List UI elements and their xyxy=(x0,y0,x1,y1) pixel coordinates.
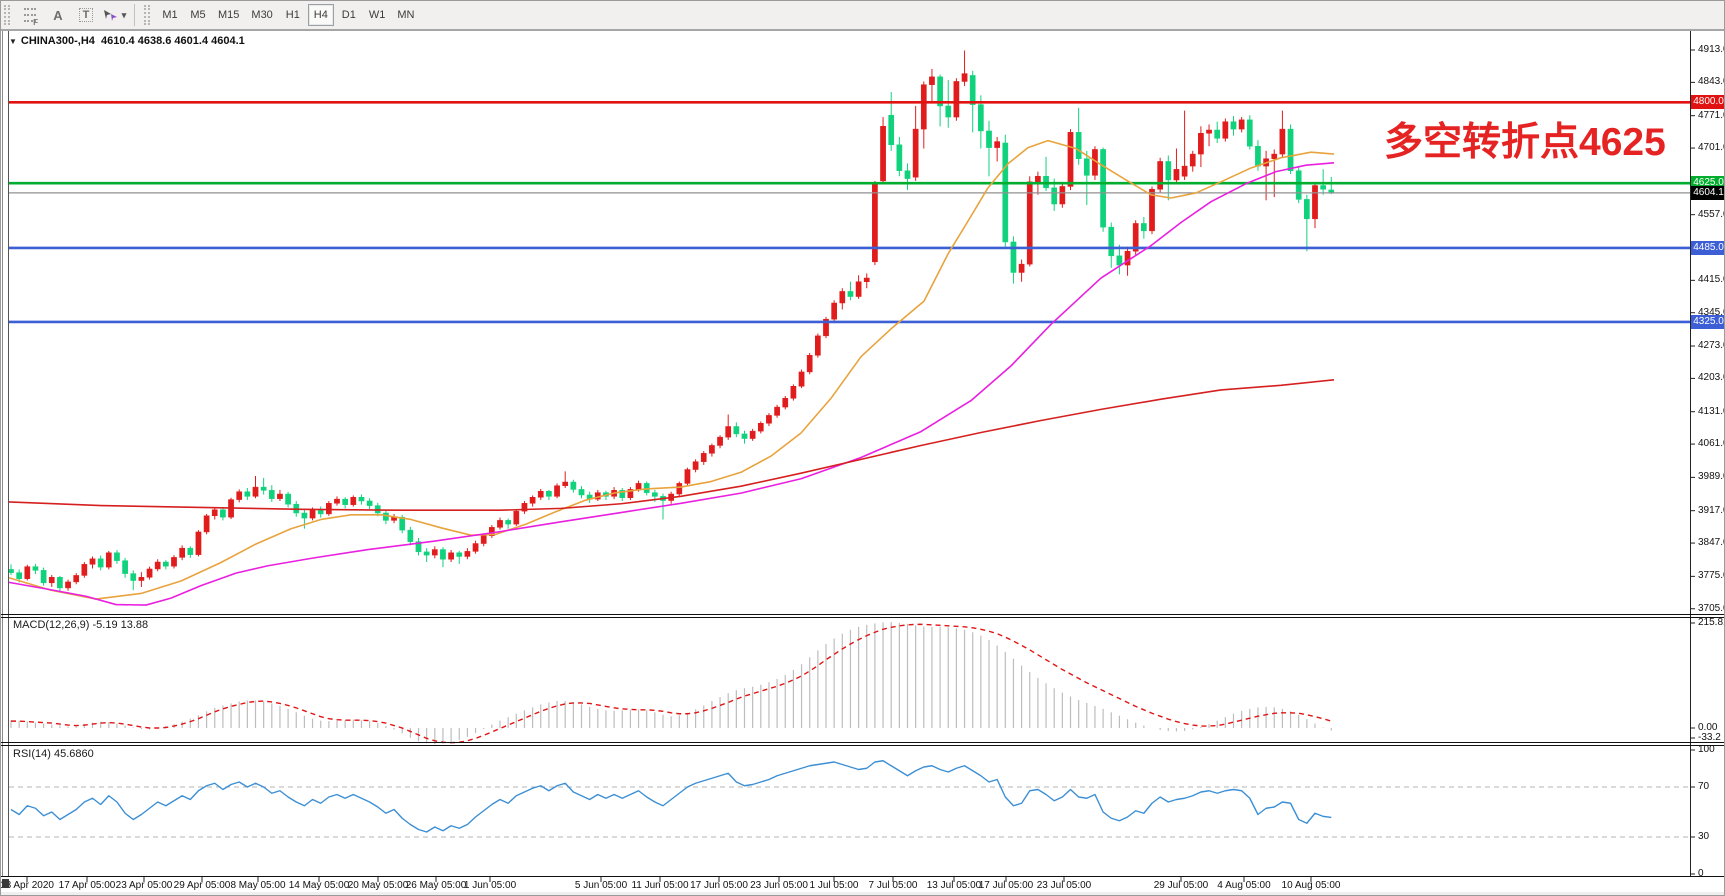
y-axis-label: 4061.0 xyxy=(1698,438,1724,450)
x-axis-label: 23 Apr 05:00 xyxy=(115,880,173,891)
macd-axis-label: 0.00 xyxy=(1698,722,1718,733)
x-axis-label: 29 Jul 05:00 xyxy=(1153,880,1209,891)
x-axis-label: 7 Jul 05:00 xyxy=(868,880,918,891)
annotation-text[interactable]: 多空转折点4625 xyxy=(1384,121,1666,164)
y-axis-label: 3847.0 xyxy=(1698,537,1724,549)
macd-label: MACD(12,26,9) -5.19 13.88 xyxy=(13,619,148,631)
x-axis-label: 1 Jun 05:00 xyxy=(463,880,517,891)
x-axis-label: 13 Apr 2020 xyxy=(0,880,54,891)
toolbar-grip[interactable] xyxy=(4,5,10,25)
level-price-badge: 4800.0 xyxy=(1691,95,1724,110)
y-axis-label: 4415.0 xyxy=(1698,274,1724,286)
y-axis-label: 4913.0 xyxy=(1698,44,1724,55)
timeframe-button-H4[interactable]: H4 xyxy=(307,4,334,26)
x-axis-label: 1 Jul 05:00 xyxy=(809,880,859,891)
y-axis-label: 3917.0 xyxy=(1698,504,1724,516)
x-axis-label: 14 May 05:00 xyxy=(288,880,350,891)
macd-axis-label: 215.81 xyxy=(1698,617,1724,628)
rsi-current-value: 45.6860 xyxy=(53,748,94,760)
toolbar-separator xyxy=(134,4,135,26)
grid-icon: F xyxy=(24,8,38,27)
rsi-axis-label: 100 xyxy=(1698,744,1715,755)
symbol-dropdown-icon[interactable]: ▼ xyxy=(9,37,17,46)
y-axis-label: 3989.0 xyxy=(1698,471,1724,483)
text-label-button[interactable]: A xyxy=(45,3,71,27)
timeframe-button-M5[interactable]: M5 xyxy=(185,4,211,26)
chart-title: ▼ CHINA300-,H4 4610.4 4638.6 4601.4 4604.… xyxy=(9,35,245,47)
rsi-name: RSI(14) xyxy=(13,748,51,760)
text-box-icon: T xyxy=(78,8,94,22)
x-axis-label: 4 Aug 05:00 xyxy=(1217,880,1271,891)
x-axis-label: 17 Jul 05:00 xyxy=(978,880,1034,891)
ohlc-values: 4610.4 4638.6 4601.4 4604.1 xyxy=(101,35,245,47)
rsi-axis-label: 70 xyxy=(1698,781,1710,792)
chevron-down-icon: ▾ xyxy=(121,9,127,20)
y-axis-label: 3775.0 xyxy=(1698,570,1724,582)
level-price-badge: 4604.1 xyxy=(1691,185,1724,200)
text-label-icon: A xyxy=(53,7,63,23)
y-axis-label: 4843.0 xyxy=(1698,76,1724,88)
y-axis-label: 4273.0 xyxy=(1698,340,1724,352)
grid-period-icon[interactable]: F xyxy=(17,3,43,27)
x-axis-label: 5 Jun 05:00 xyxy=(574,880,628,891)
rsi-axis-label: 0 xyxy=(1698,868,1704,879)
symbol-name: CHINA300-,H4 xyxy=(20,35,95,47)
level-price-badge: 4325.0 xyxy=(1691,314,1724,329)
x-axis-label: 17 Apr 05:00 xyxy=(58,880,116,891)
y-axis-label: 3705.0 xyxy=(1698,602,1724,614)
scroll-indicator[interactable] xyxy=(2,879,9,888)
x-axis-label: 17 Jun 05:00 xyxy=(690,880,748,891)
y-axis-label: 4771.0 xyxy=(1698,109,1724,121)
text-box-button[interactable]: T xyxy=(73,3,99,27)
x-axis-label: 11 Jun 05:00 xyxy=(631,880,689,891)
timeframe-button-W1[interactable]: W1 xyxy=(364,4,391,26)
timeframe-button-M1[interactable]: M1 xyxy=(157,4,183,26)
level-price-badge: 4485.0 xyxy=(1691,240,1724,255)
macd-axis-label: -33.2 xyxy=(1698,732,1721,743)
timeframe-bar: M1 M5 M15 M30 H1 H4 D1 W1 MN xyxy=(156,4,420,26)
timeframe-button-M30[interactable]: M30 xyxy=(246,4,277,26)
x-axis-label: 13 Jul 05:00 xyxy=(926,880,982,891)
toolbar-grip-2[interactable] xyxy=(144,5,150,25)
timeframe-button-MN[interactable]: MN xyxy=(392,4,419,26)
timeframe-button-H1[interactable]: H1 xyxy=(280,4,306,26)
rsi-label: RSI(14) 45.6860 xyxy=(13,748,94,760)
x-axis-label: 10 Aug 05:00 xyxy=(1281,880,1341,891)
macd-name: MACD(12,26,9) xyxy=(13,619,90,631)
toolbar: F A T ▾ M1 M5 M15 M30 H1 H4 D1 W1 MN xyxy=(1,1,1724,30)
arrow-tools-icon: ▾ xyxy=(102,8,127,22)
y-axis-label: 4345.0 xyxy=(1698,306,1724,318)
x-axis-label: 23 Jun 05:00 xyxy=(750,880,808,891)
x-axis-label: 8 May 05:00 xyxy=(230,880,286,891)
y-axis-label: 4203.0 xyxy=(1698,372,1724,384)
macd-current-values: -5.19 13.88 xyxy=(92,619,149,631)
x-axis-label: 26 May 05:00 xyxy=(405,880,467,891)
x-axis-label: 29 Apr 05:00 xyxy=(173,880,231,891)
y-axis-label: 4131.0 xyxy=(1698,405,1724,417)
window-bottom-edge xyxy=(1,892,1724,895)
x-axis-label: 23 Jul 05:00 xyxy=(1036,880,1092,891)
rsi-axis-label: 30 xyxy=(1698,831,1710,842)
timeframe-button-D1[interactable]: D1 xyxy=(336,4,362,26)
y-axis-label: 4701.0 xyxy=(1698,142,1724,154)
timeframe-button-M15[interactable]: M15 xyxy=(213,4,244,26)
y-axis-label: 4557.0 xyxy=(1698,208,1724,220)
arrow-tools-button[interactable]: ▾ xyxy=(101,3,127,27)
x-axis-label: 20 May 05:00 xyxy=(347,880,409,891)
